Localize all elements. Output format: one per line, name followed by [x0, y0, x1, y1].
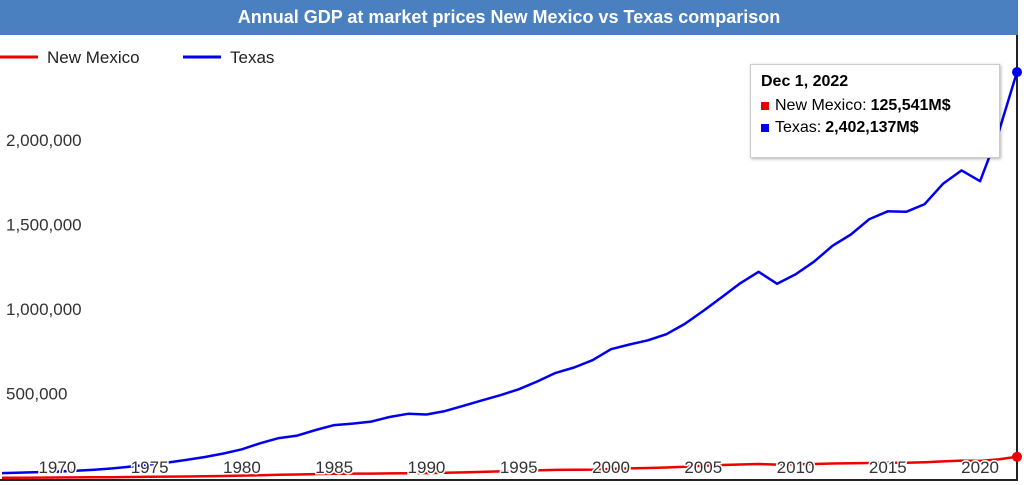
x-tick-label: 1985 — [315, 458, 353, 477]
last-point-new-mexico — [1012, 451, 1022, 462]
y-tick-label: 1,000,000 — [6, 300, 82, 319]
tooltip-value: 2,402,137M$ — [825, 119, 919, 136]
x-tick-label: 2005 — [684, 458, 722, 477]
tooltip-label: Texas: — [775, 119, 822, 136]
last-point-texas — [1012, 67, 1022, 78]
x-tick-label: 1970 — [38, 458, 76, 477]
chart-title: Annual GDP at market prices New Mexico v… — [0, 0, 1018, 35]
legend-label-texas: Texas — [230, 48, 274, 67]
x-tick-label: 2010 — [777, 458, 815, 477]
y-tick-label: 2,000,000 — [6, 131, 82, 150]
y-tick-label: 500,000 — [6, 385, 67, 404]
y-tick-label: 1,500,000 — [6, 216, 82, 235]
x-tick-label: 1995 — [500, 458, 538, 477]
texas-swatch-icon — [761, 124, 769, 132]
legend-label-new-mexico: New Mexico — [47, 48, 140, 67]
tooltip-value: 125,541M$ — [870, 97, 951, 114]
tooltip-label: New Mexico: — [775, 97, 867, 114]
tooltip: Dec 1, 2022 New Mexico: 125,541M$ Texas:… — [750, 64, 1000, 158]
tooltip-row-texas: Texas: 2,402,137M$ — [761, 119, 989, 137]
x-tick-label: 2015 — [869, 458, 907, 477]
series-line-texas — [1, 71, 1019, 475]
series-line-new-mexico — [2, 455, 1018, 479]
x-tick-label: 2000 — [592, 458, 630, 477]
new-mexico-swatch-icon — [761, 102, 769, 110]
x-tick-label: 1980 — [223, 458, 261, 477]
tooltip-row-new-mexico: New Mexico: 125,541M$ — [761, 97, 989, 115]
tooltip-date: Dec 1, 2022 — [761, 73, 849, 90]
x-tick-label: 1975 — [131, 458, 169, 477]
x-tick-label: 1990 — [408, 458, 446, 477]
x-tick-label: 2020 — [961, 458, 999, 477]
